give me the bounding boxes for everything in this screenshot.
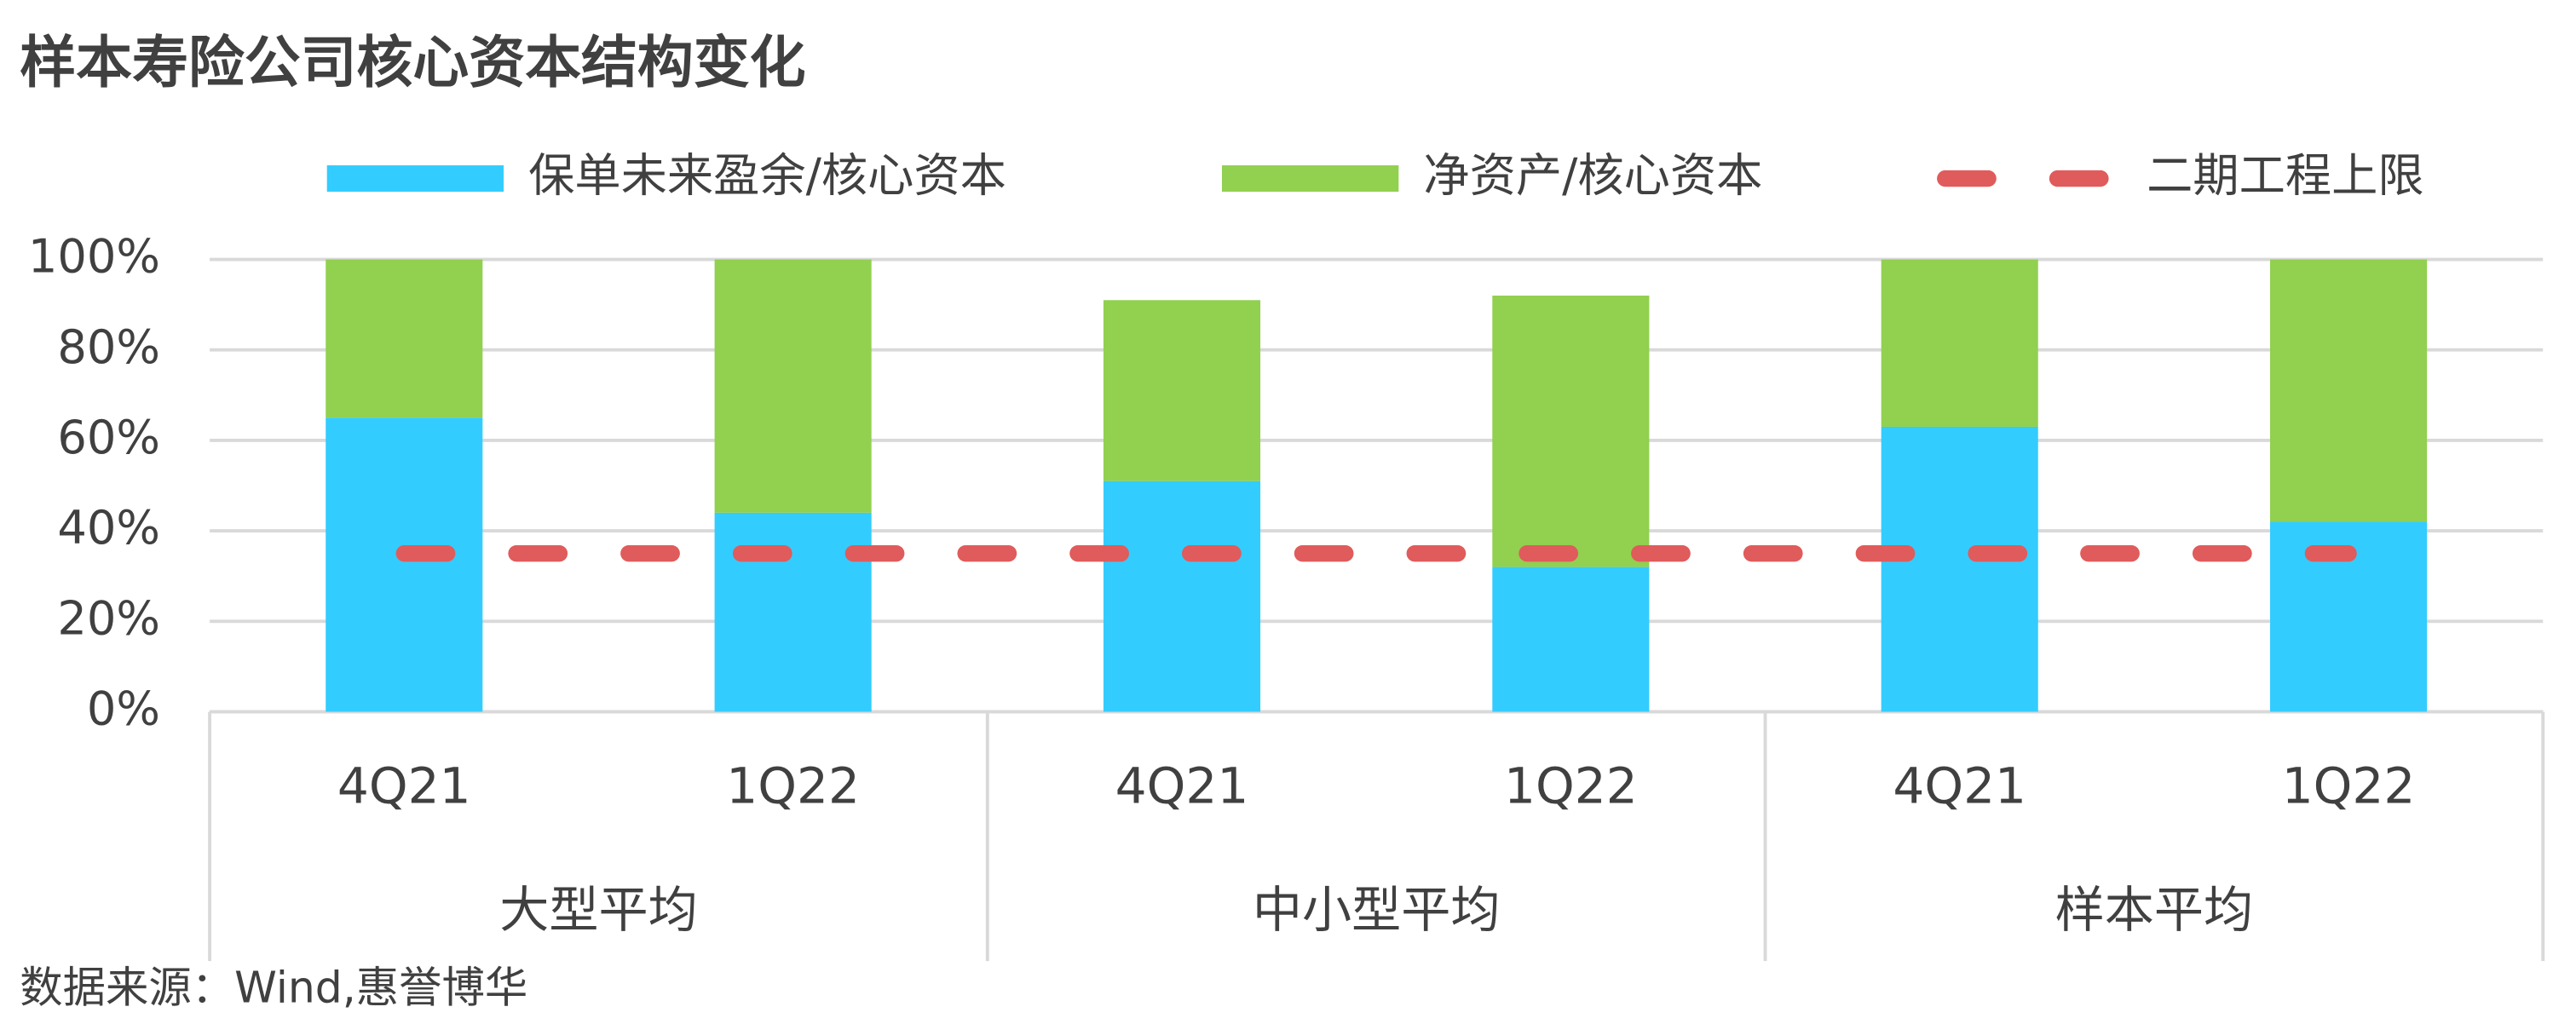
legend-swatch: [326, 165, 504, 193]
source-note: 数据来源：Wind,惠誉博华: [20, 962, 527, 1012]
y-tick-label: 0%: [87, 682, 160, 736]
y-tick-label: 20%: [57, 591, 160, 645]
bar-segment: [714, 259, 872, 513]
bar-segment: [1492, 567, 1650, 712]
bar-segment: [1103, 480, 1261, 712]
y-tick-label: 60%: [57, 411, 160, 464]
x-tick-label: 1Q22: [1504, 757, 1638, 815]
group-label: 样本平均: [2055, 881, 2254, 939]
legend-label: 净资产/核心资本: [1423, 149, 1762, 203]
bar-segment: [326, 417, 483, 712]
y-tick-label: 40%: [57, 501, 160, 555]
group-label: 大型平均: [499, 881, 698, 939]
bar-segment: [1881, 259, 2038, 427]
legend-label: 保单未来盈余/核心资本: [528, 149, 1006, 203]
y-tick-label: 100%: [28, 230, 160, 284]
legend-swatch: [1221, 165, 1399, 193]
bar-segment: [714, 512, 872, 712]
chart-title: 样本寿险公司核心资本结构变化: [20, 30, 805, 95]
x-tick-label: 4Q21: [1893, 757, 2026, 815]
bar-segment: [1881, 426, 2038, 712]
bar-segment: [1103, 300, 1261, 481]
x-tick-label: 4Q21: [337, 757, 471, 815]
bar-segment: [2270, 259, 2428, 522]
x-tick-label: 4Q21: [1115, 757, 1249, 815]
x-tick-label: 1Q22: [2282, 757, 2416, 815]
bar-segment: [1492, 295, 1650, 567]
group-label: 中小型平均: [1253, 881, 1501, 939]
bar-segment: [326, 259, 483, 418]
x-tick-label: 1Q22: [726, 757, 860, 815]
legend-label: 二期工程上限: [2147, 149, 2423, 203]
y-tick-label: 80%: [57, 320, 160, 374]
